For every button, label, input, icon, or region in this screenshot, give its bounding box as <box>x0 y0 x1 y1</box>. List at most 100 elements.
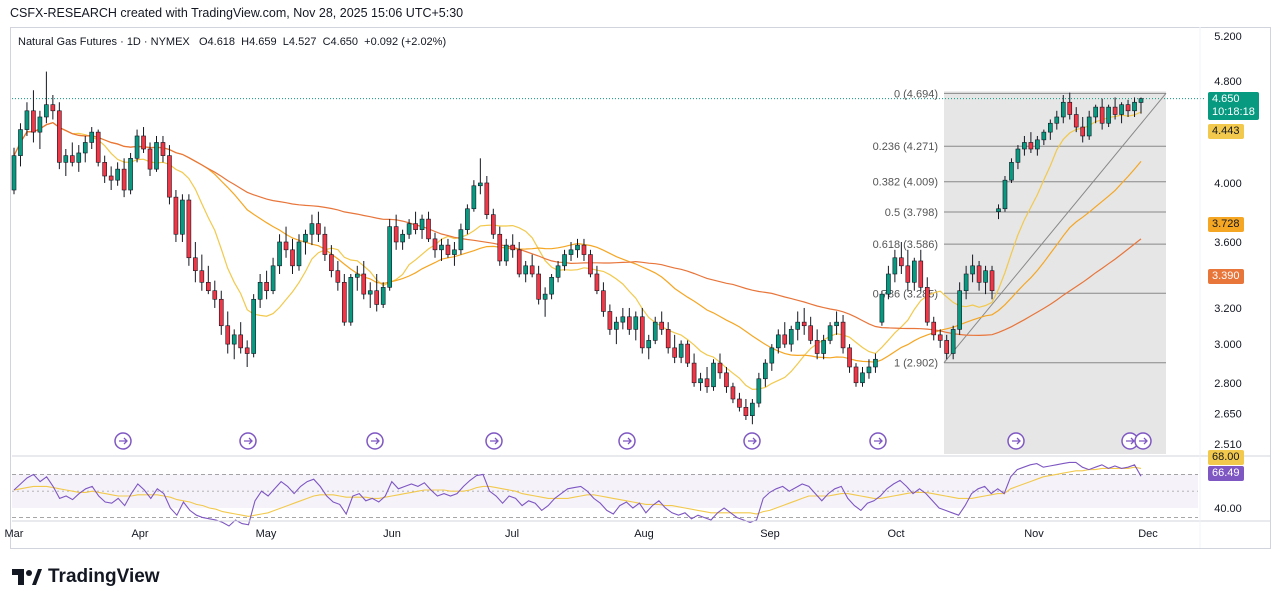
tradingview-logo-icon <box>12 569 42 585</box>
ma-fast-tag: 4.443 <box>1208 124 1244 139</box>
candle-body <box>711 362 716 388</box>
candle-body <box>354 273 360 278</box>
candle-body <box>251 298 256 354</box>
candle-body <box>309 223 315 235</box>
candle-body <box>458 229 464 251</box>
candle-body <box>1086 116 1092 137</box>
fib-level-label: 0.618 (3.586) <box>873 239 938 251</box>
candle-body <box>646 340 652 349</box>
attribution-header: CSFX-RESEARCH created with TradingView.c… <box>10 6 463 20</box>
rsi-ma-line <box>13 466 1142 517</box>
open-value: 4.618 <box>207 36 236 48</box>
candle-body <box>678 343 684 358</box>
event-arrow-icon <box>244 437 253 445</box>
time-axis-label: Aug <box>634 528 654 540</box>
candle-body <box>1015 148 1021 163</box>
event-arrow-icon <box>119 437 128 445</box>
candle-body <box>503 244 509 262</box>
candle-body <box>1022 142 1027 150</box>
candle-body <box>1067 101 1073 115</box>
candle-body <box>141 135 146 150</box>
candle-body <box>57 110 62 163</box>
candle-body <box>523 265 528 275</box>
candle-body <box>970 265 975 275</box>
candle-body <box>1106 106 1111 124</box>
candle-body <box>167 155 172 198</box>
candle-body <box>879 293 885 323</box>
candle-body <box>374 290 380 305</box>
candle-body <box>549 277 554 295</box>
candle-body <box>905 265 911 283</box>
candle-body <box>115 168 120 181</box>
candle-body <box>257 281 263 300</box>
open-label: O <box>198 36 208 48</box>
candle-body <box>892 257 898 275</box>
candle-body <box>296 241 302 267</box>
candle-body <box>562 254 567 267</box>
time-axis-label: Dec <box>1138 528 1158 540</box>
fib-level-label: 0.236 (4.271) <box>873 141 938 153</box>
candle-body <box>380 287 386 305</box>
candle-body <box>283 241 289 251</box>
candle-body <box>484 182 490 215</box>
candle-body <box>147 148 153 170</box>
candle-body <box>348 277 354 323</box>
candle-body <box>238 334 244 349</box>
candle-body <box>840 321 846 349</box>
candle-body <box>1054 116 1060 124</box>
countdown-value: 10:18:18 <box>1212 106 1255 118</box>
candle-body <box>860 372 865 384</box>
candle-body <box>775 334 781 349</box>
time-axis-label: Jul <box>505 528 519 540</box>
candle-body <box>465 208 470 230</box>
candle-body <box>478 182 483 187</box>
price-axis-label: 4.000 <box>1214 178 1242 190</box>
candle-body <box>834 321 839 327</box>
candle-body <box>193 257 198 272</box>
candle-body <box>322 233 328 255</box>
candle-body <box>387 226 392 288</box>
change-value: +0.092 (+2.02%) <box>364 36 447 48</box>
candle-body <box>652 321 658 341</box>
rsi-line <box>13 461 1142 527</box>
candle-body <box>1048 122 1053 133</box>
rsi-axis-label: 40.00 <box>1214 503 1242 515</box>
ma-slow-tag: 3.390 <box>1208 269 1244 284</box>
candle-body <box>724 372 729 388</box>
footer-logo[interactable]: TradingView <box>12 566 160 588</box>
candle-body <box>1073 114 1079 128</box>
candle-body <box>821 340 826 354</box>
candle-body <box>367 290 373 295</box>
candle-body <box>996 208 1001 212</box>
candle-body <box>639 316 645 349</box>
candle-body <box>899 257 904 267</box>
low-value: 4.527 <box>288 36 317 48</box>
candle-body <box>471 185 477 210</box>
candle-body <box>763 362 768 380</box>
candle-body <box>1093 106 1098 118</box>
candle-body <box>1125 104 1131 112</box>
candle-body <box>361 273 367 295</box>
time-axis-label: Nov <box>1024 528 1044 540</box>
fib-level-label: 1 (2.902) <box>894 358 938 370</box>
candle-body <box>393 226 399 243</box>
candle-body <box>510 244 516 251</box>
price-axis-label: 2.800 <box>1214 378 1242 390</box>
fib-level-label: 0.382 (4.009) <box>873 177 938 189</box>
rsi-upper-tag: 68.00 <box>1208 450 1244 465</box>
candle-body <box>50 104 56 112</box>
candle-body <box>1099 106 1105 124</box>
candle-body <box>231 334 237 345</box>
price-axis-label: 2.510 <box>1214 439 1242 451</box>
price-axis-label: 2.650 <box>1214 409 1242 421</box>
candle-body <box>24 110 30 130</box>
candle-body <box>244 347 250 354</box>
ma-mid-tag: 3.728 <box>1208 217 1244 232</box>
candle-body <box>173 196 179 235</box>
candle-body <box>704 378 710 388</box>
close-label: C <box>322 36 331 48</box>
candle-body <box>1112 106 1118 115</box>
candle-body <box>445 244 451 255</box>
candle-body <box>516 249 522 275</box>
